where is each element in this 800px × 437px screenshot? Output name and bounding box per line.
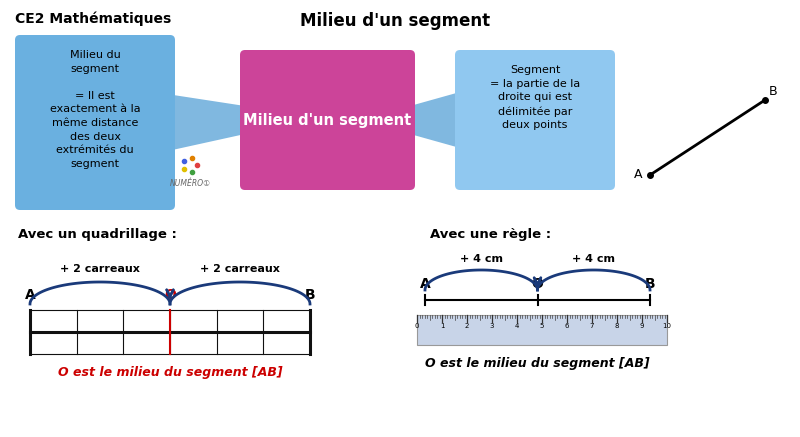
Text: 3: 3	[490, 323, 494, 329]
Text: + 4 cm: + 4 cm	[572, 254, 615, 264]
Text: 7: 7	[590, 323, 594, 329]
Text: A: A	[634, 169, 642, 181]
Text: O: O	[531, 277, 543, 291]
Text: 6: 6	[565, 323, 570, 329]
Text: 9: 9	[640, 323, 644, 329]
Text: 5: 5	[540, 323, 544, 329]
Text: Milieu du
segment

= Il est
exactement à la
même distance
des deux
extrémités du: Milieu du segment = Il est exactement à …	[50, 50, 140, 169]
FancyBboxPatch shape	[240, 50, 415, 190]
Text: A: A	[420, 277, 430, 291]
Text: Avec une règle :: Avec une règle :	[430, 228, 551, 241]
Text: CE2 Mathématiques: CE2 Mathématiques	[15, 12, 171, 27]
FancyBboxPatch shape	[417, 315, 667, 345]
Text: B: B	[769, 85, 778, 98]
Text: A: A	[25, 288, 35, 302]
Text: O: O	[164, 288, 176, 302]
Text: + 4 cm: + 4 cm	[460, 254, 502, 264]
Text: O est le milieu du segment [AB]: O est le milieu du segment [AB]	[58, 366, 282, 379]
Text: Milieu d'un segment: Milieu d'un segment	[243, 112, 412, 128]
Polygon shape	[170, 94, 245, 150]
Text: 4: 4	[515, 323, 519, 329]
FancyBboxPatch shape	[15, 35, 175, 210]
Text: B: B	[645, 277, 655, 291]
Text: Milieu d'un segment: Milieu d'un segment	[300, 12, 490, 30]
Text: 8: 8	[614, 323, 619, 329]
Text: 0: 0	[414, 323, 419, 329]
Text: 2: 2	[465, 323, 469, 329]
FancyBboxPatch shape	[455, 50, 615, 190]
Text: 10: 10	[662, 323, 671, 329]
Text: + 2 carreaux: + 2 carreaux	[60, 264, 140, 274]
Text: O est le milieu du segment [AB]: O est le milieu du segment [AB]	[425, 357, 650, 370]
Text: Avec un quadrillage :: Avec un quadrillage :	[18, 228, 177, 241]
Text: Segment
= la partie de la
droite qui est
délimitée par
deux points: Segment = la partie de la droite qui est…	[490, 65, 580, 130]
Text: NUMÉRO①: NUMÉRO①	[170, 179, 210, 188]
Text: + 2 carreaux: + 2 carreaux	[200, 264, 280, 274]
Text: B: B	[305, 288, 315, 302]
Text: 1: 1	[440, 323, 444, 329]
Polygon shape	[410, 92, 460, 148]
